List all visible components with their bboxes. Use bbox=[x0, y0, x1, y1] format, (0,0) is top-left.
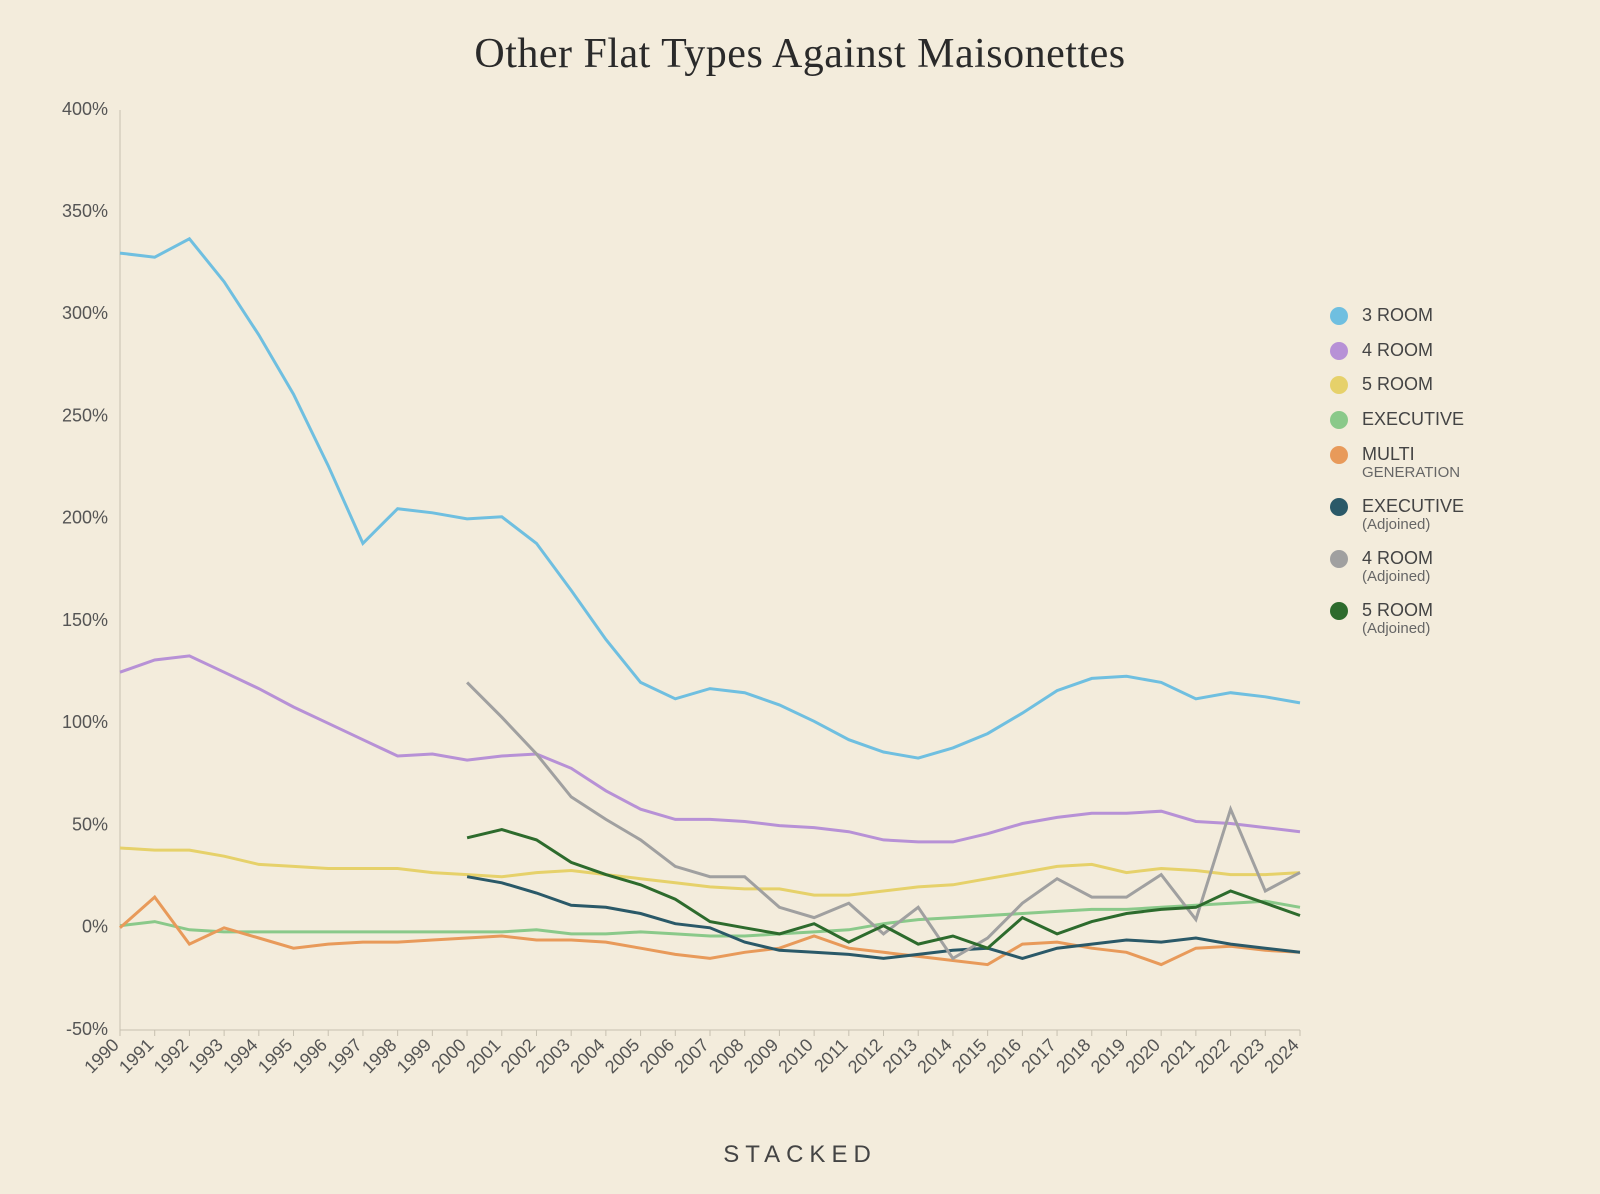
series-3room bbox=[120, 239, 1300, 758]
x-tick-label: 2021 bbox=[1156, 1035, 1198, 1077]
x-tick-label: 2016 bbox=[983, 1035, 1025, 1077]
x-tick-label: 2017 bbox=[1017, 1035, 1059, 1077]
legend-swatch bbox=[1330, 550, 1348, 568]
footer-brand: STACKED bbox=[0, 1141, 1600, 1169]
legend-swatch bbox=[1330, 498, 1348, 516]
series-5room_adj bbox=[467, 830, 1300, 949]
y-tick-label: 300% bbox=[62, 303, 108, 323]
x-tick-label: 1991 bbox=[115, 1035, 157, 1077]
y-tick-label: 400% bbox=[62, 99, 108, 119]
legend-swatch bbox=[1330, 376, 1348, 394]
x-tick-label: 2007 bbox=[670, 1035, 712, 1077]
legend-swatch bbox=[1330, 342, 1348, 360]
legend-label: 3 ROOM bbox=[1362, 305, 1433, 326]
y-tick-label: 100% bbox=[62, 712, 108, 732]
y-tick-label: 200% bbox=[62, 508, 108, 528]
legend-label: EXECUTIVE(Adjoined) bbox=[1362, 496, 1464, 534]
x-tick-label: 2004 bbox=[566, 1035, 608, 1077]
legend-label: EXECUTIVE bbox=[1362, 409, 1464, 430]
x-tick-label: 2005 bbox=[601, 1035, 643, 1077]
x-tick-label: 2019 bbox=[1087, 1035, 1129, 1077]
legend-swatch bbox=[1330, 602, 1348, 620]
x-tick-label: 2009 bbox=[740, 1035, 782, 1077]
legend-label: 4 ROOM(Adjoined) bbox=[1362, 548, 1433, 586]
x-tick-label: 2018 bbox=[1052, 1035, 1094, 1077]
series-executive bbox=[120, 901, 1300, 936]
x-tick-label: 2011 bbox=[810, 1035, 852, 1077]
series-exec_adj bbox=[467, 877, 1300, 959]
x-tick-label: 2003 bbox=[532, 1035, 574, 1077]
legend-item-3room: 3 ROOM bbox=[1330, 305, 1464, 326]
series-5room bbox=[120, 848, 1300, 895]
legend-swatch bbox=[1330, 411, 1348, 429]
y-tick-label: 250% bbox=[62, 405, 108, 425]
legend-item-5room_adj: 5 ROOM(Adjoined) bbox=[1330, 600, 1464, 638]
legend-label: 4 ROOM bbox=[1362, 340, 1433, 361]
x-tick-label: 2014 bbox=[913, 1035, 955, 1077]
x-tick-label: 2013 bbox=[879, 1035, 921, 1077]
legend-item-4room: 4 ROOM bbox=[1330, 340, 1464, 361]
x-tick-label: 2000 bbox=[427, 1035, 469, 1077]
x-tick-label: 2015 bbox=[948, 1035, 990, 1077]
series-4room_adj bbox=[467, 682, 1300, 958]
x-tick-label: 1996 bbox=[289, 1035, 331, 1077]
legend-label: 5 ROOM(Adjoined) bbox=[1362, 600, 1433, 638]
y-tick-label: 50% bbox=[72, 814, 108, 834]
x-tick-label: 2006 bbox=[636, 1035, 678, 1077]
legend-label: 5 ROOM bbox=[1362, 374, 1433, 395]
legend-item-exec_adj: EXECUTIVE(Adjoined) bbox=[1330, 496, 1464, 534]
x-tick-label: 2010 bbox=[774, 1035, 816, 1077]
x-tick-label: 1998 bbox=[358, 1035, 400, 1077]
x-tick-label: 1993 bbox=[184, 1035, 226, 1077]
x-tick-label: 1997 bbox=[323, 1035, 365, 1077]
x-tick-label: 2020 bbox=[1122, 1035, 1164, 1077]
x-tick-label: 1995 bbox=[254, 1035, 296, 1077]
y-tick-label: -50% bbox=[66, 1019, 108, 1039]
x-tick-label: 1999 bbox=[393, 1035, 435, 1077]
x-tick-label: 2008 bbox=[705, 1035, 747, 1077]
series-4room bbox=[120, 656, 1300, 842]
x-tick-label: 2024 bbox=[1260, 1035, 1302, 1077]
legend: 3 ROOM 4 ROOM 5 ROOM EXECUTIVE MULTIGENERATI… bbox=[1330, 305, 1464, 652]
y-tick-label: 350% bbox=[62, 201, 108, 221]
x-tick-label: 2023 bbox=[1226, 1035, 1268, 1077]
x-tick-label: 2022 bbox=[1191, 1035, 1233, 1077]
x-tick-label: 2012 bbox=[844, 1035, 886, 1077]
legend-item-5room: 5 ROOM bbox=[1330, 374, 1464, 395]
x-tick-label: 2001 bbox=[462, 1035, 504, 1077]
x-tick-label: 2002 bbox=[497, 1035, 539, 1077]
legend-swatch bbox=[1330, 446, 1348, 464]
legend-item-executive: EXECUTIVE bbox=[1330, 409, 1464, 430]
x-tick-label: 1990 bbox=[80, 1035, 122, 1077]
y-tick-label: 0% bbox=[82, 917, 108, 937]
chart-container: Other Flat Types Against Maisonettes -50… bbox=[0, 0, 1600, 1194]
legend-swatch bbox=[1330, 307, 1348, 325]
legend-label: MULTIGENERATION bbox=[1362, 444, 1460, 482]
x-tick-label: 1994 bbox=[219, 1035, 261, 1077]
legend-item-multigen: MULTIGENERATION bbox=[1330, 444, 1464, 482]
y-tick-label: 150% bbox=[62, 610, 108, 630]
x-tick-label: 1992 bbox=[150, 1035, 192, 1077]
legend-item-4room_adj: 4 ROOM(Adjoined) bbox=[1330, 548, 1464, 586]
